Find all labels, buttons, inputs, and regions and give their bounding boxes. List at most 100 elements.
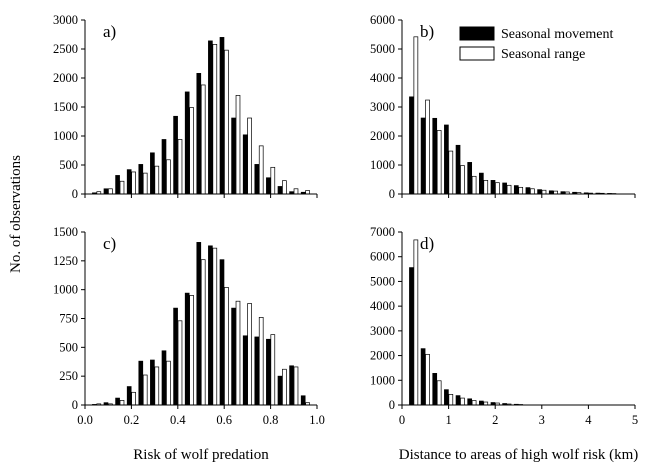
bar-movement <box>420 348 426 406</box>
panel-label: a) <box>103 22 116 41</box>
x-tick-label: 4 <box>585 413 592 427</box>
y-tick-label: 0 <box>72 187 78 201</box>
y-tick-label: 0 <box>72 398 78 412</box>
bar-movement <box>242 335 248 406</box>
bar-movement <box>513 185 519 195</box>
bar-range <box>235 300 241 406</box>
bar-movement <box>432 373 438 406</box>
y-tick-label: 1500 <box>53 225 78 239</box>
bar-range <box>282 180 287 195</box>
bar-movement <box>277 375 283 406</box>
panel-d: 0 1000 2000 3000 4000 5000 6000 7000 0 1 2 3 4 5 d) Dis… <box>370 225 638 463</box>
y-tick-label: 6000 <box>370 250 395 264</box>
y-tick-label: 4000 <box>370 299 395 313</box>
bar-range <box>212 247 218 406</box>
bar-movement <box>231 117 236 195</box>
y-tick-label: 500 <box>59 340 78 354</box>
x-tick-label: 0.6 <box>216 413 232 427</box>
bar-range <box>460 397 465 406</box>
legend-label: Seasonal range <box>501 47 585 62</box>
bar-range <box>177 139 183 195</box>
bar-movement <box>184 91 190 195</box>
x-axis-title: Risk of wolf predation <box>133 447 269 463</box>
bar-movement <box>208 245 213 406</box>
bar-movement <box>242 134 248 195</box>
bar-movement <box>455 395 461 406</box>
bar-range <box>142 374 148 406</box>
panel-a: 0 500 1000 1500 2000 2500 3000 a) <box>53 13 318 201</box>
panel-b: 0 1000 2000 3000 4000 5000 6000 b) <box>370 13 636 201</box>
bar-movement <box>161 139 167 195</box>
bar-range <box>413 36 419 195</box>
bar-range <box>436 380 442 406</box>
bar-range <box>258 145 264 195</box>
bar-range <box>471 400 477 406</box>
bar-movement <box>196 242 202 406</box>
y-tick-label: 2000 <box>53 71 78 85</box>
y-tick-label: 1250 <box>53 254 78 268</box>
bar-range <box>189 295 194 406</box>
bar-range <box>224 49 229 195</box>
bar-range <box>154 366 160 406</box>
x-axis-title: Distance to areas of high wolf risk (km) <box>399 447 639 463</box>
bar-range <box>189 107 194 195</box>
bar-range <box>413 239 419 406</box>
x-tick-label: 0.0 <box>77 413 93 427</box>
bar-range <box>177 320 183 406</box>
bar-range <box>471 175 477 195</box>
y-tick-label: 750 <box>59 312 78 326</box>
bar-movement <box>173 307 178 406</box>
bar-movement <box>115 397 120 406</box>
x-tick-label: 0.8 <box>263 413 279 427</box>
y-tick-label: 0 <box>389 187 395 201</box>
bar-movement <box>300 395 306 406</box>
panel-label: b) <box>420 22 434 41</box>
bar-range <box>200 84 206 195</box>
bar-range <box>108 188 113 195</box>
x-tick-label: 5 <box>632 413 638 427</box>
bar-range <box>142 172 148 195</box>
y-tick-label: 1500 <box>53 100 78 114</box>
y-tick-label: 500 <box>59 158 78 172</box>
bar-movement <box>420 117 426 195</box>
legend-swatch <box>459 26 495 41</box>
bar-range <box>530 188 535 195</box>
y-axis-title: No. of observations <box>8 155 24 273</box>
bar-movement <box>444 389 449 406</box>
bar-range <box>541 189 547 195</box>
bar-movement <box>126 386 132 406</box>
bar-range <box>425 99 430 195</box>
bar-movement <box>138 164 144 195</box>
bar-range <box>247 303 252 406</box>
bar-movement <box>467 162 473 195</box>
y-tick-label: 4000 <box>370 71 395 85</box>
bar-range <box>119 400 125 406</box>
bar-range <box>166 159 171 195</box>
bar-range <box>131 171 136 195</box>
bar-movement <box>103 188 109 195</box>
bar-range <box>119 180 125 195</box>
bar-movement <box>161 350 167 406</box>
bar-movement <box>219 259 225 406</box>
bar-movement <box>219 37 225 195</box>
bar-movement <box>432 117 438 195</box>
bar-movement <box>138 360 144 406</box>
bar-movement <box>467 398 473 406</box>
x-tick-label: 3 <box>539 413 545 427</box>
bar-movement <box>254 164 260 195</box>
y-tick-label: 6000 <box>370 13 395 27</box>
bar-range <box>270 166 276 195</box>
bar-range <box>506 184 512 195</box>
bar-range <box>154 165 160 195</box>
bar-movement <box>289 365 294 406</box>
bar-movement <box>266 338 271 406</box>
bar-movement <box>266 177 271 195</box>
y-tick-label: 2000 <box>370 129 395 143</box>
bar-range <box>460 165 465 195</box>
bar-range <box>448 394 454 406</box>
bar-movement <box>115 175 120 195</box>
x-tick-label: 1 <box>445 413 451 427</box>
y-tick-label: 1000 <box>370 373 395 387</box>
panel-c: 0 250 500 750 1000 1250 1500 0.0 0.2 0.4 0.6 0.8 1.0… <box>53 225 325 463</box>
bar-movement <box>196 73 202 195</box>
